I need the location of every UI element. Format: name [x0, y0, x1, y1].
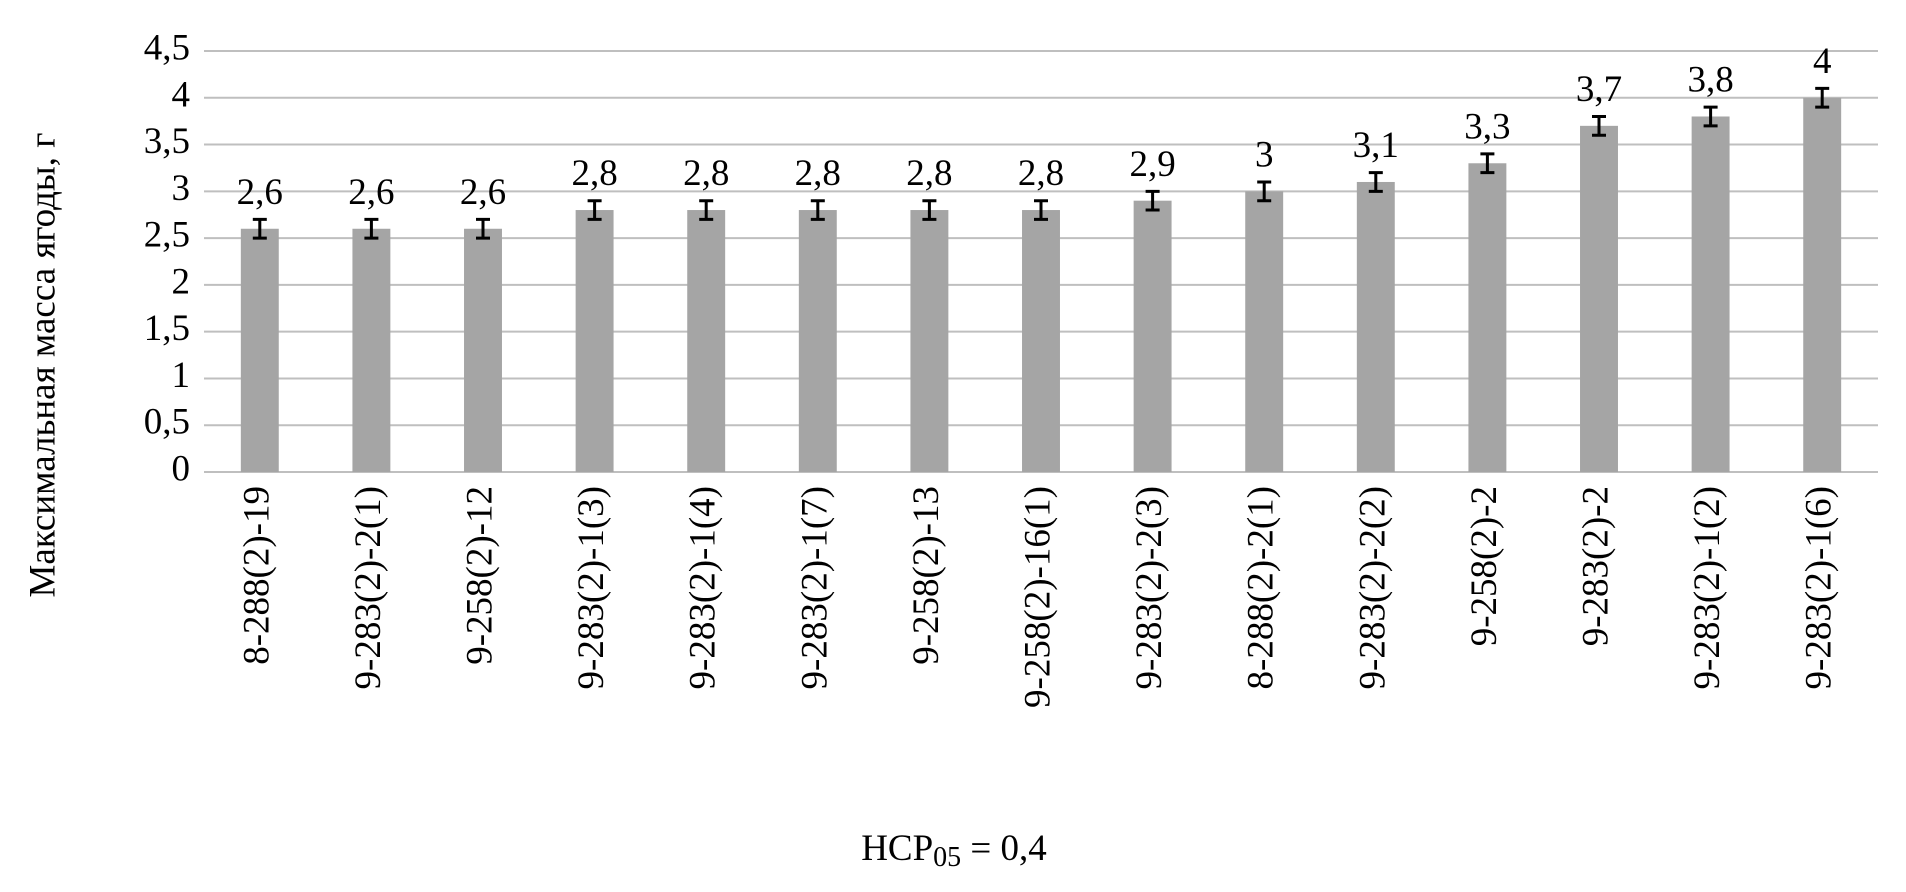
- y-tick-label: 0: [172, 448, 191, 489]
- x-tick-label: 9-283(2)-2: [1575, 486, 1616, 646]
- bar: [1356, 181, 1395, 472]
- bar: [687, 210, 726, 473]
- x-tick-label: 9-283(2)-1(3): [571, 486, 612, 689]
- x-tick-label: 9-258(2)-13: [906, 486, 947, 665]
- bar: [1803, 97, 1842, 473]
- y-axis-label: Максимальная масса ягоды, г: [22, 133, 63, 598]
- error-bar: [1257, 180, 1272, 203]
- bar: [575, 210, 614, 473]
- error-bar: [1592, 114, 1606, 137]
- x-tick-label: 9-283(2)-1(6): [1799, 486, 1840, 689]
- bar: [798, 210, 837, 473]
- x-tick-label: 9-283(2)-2(2): [1352, 486, 1393, 689]
- value-label: 2,8: [795, 153, 841, 194]
- error-bar: [1703, 105, 1718, 128]
- x-tick-label: 8-288(2)-2(1): [1241, 486, 1282, 689]
- error-bar: [1368, 171, 1383, 193]
- note-suffix: = 0,4: [961, 828, 1047, 869]
- bar: [1245, 191, 1284, 473]
- value-label: 2,8: [571, 153, 617, 194]
- value-label: 2,8: [683, 153, 729, 194]
- x-tick-label: 9-283(2)-2(1): [348, 486, 389, 689]
- bar: [910, 210, 949, 473]
- value-label: 2,6: [348, 172, 394, 213]
- y-tick-label: 4,5: [144, 27, 190, 68]
- x-tick-label: 9-258(2)-16(1): [1017, 486, 1058, 708]
- x-tick-label: 9-258(2)-12: [459, 486, 500, 665]
- x-tick-label: 8-288(2)-19: [236, 486, 277, 665]
- bar: [352, 228, 391, 472]
- x-tick-label: 9-283(2)-1(2): [1687, 486, 1728, 689]
- error-bar: [922, 199, 937, 221]
- bar: [464, 228, 502, 472]
- bar: [1691, 116, 1730, 472]
- x-tick-label: 9-258(2)-2: [1464, 486, 1505, 646]
- note-subscript: 05: [933, 842, 961, 873]
- value-label: 2,8: [906, 153, 952, 194]
- error-bar: [699, 199, 714, 221]
- y-tick-label: 3: [172, 168, 191, 209]
- note: НСР05 = 0,4: [861, 828, 1047, 873]
- error-bar: [1034, 199, 1048, 221]
- x-tick-label: 9-283(2)-1(7): [794, 486, 835, 689]
- x-tick-label: 9-283(2)-2(3): [1129, 486, 1170, 689]
- x-tick-label: 9-283(2)-1(4): [683, 486, 724, 689]
- bar: [1022, 210, 1060, 473]
- value-label: 2,6: [237, 172, 283, 213]
- y-tick-label: 1,5: [144, 308, 190, 349]
- error-bar: [476, 217, 490, 240]
- error-bar: [252, 217, 267, 240]
- value-label: 2,8: [1018, 153, 1064, 194]
- value-label: 2,9: [1129, 144, 1175, 185]
- bar: [1468, 163, 1507, 472]
- error-bar: [1145, 189, 1160, 212]
- error-bar: [587, 199, 602, 221]
- y-tick-label: 2,5: [144, 215, 190, 256]
- value-label: 2,6: [460, 172, 506, 213]
- error-bar: [1815, 86, 1830, 109]
- y-tick-label: 3,5: [144, 121, 190, 162]
- bar: [240, 228, 279, 472]
- value-label: 3,7: [1576, 69, 1622, 110]
- value-label: 3,8: [1687, 60, 1733, 101]
- value-label: 3,3: [1464, 106, 1510, 147]
- value-label: 4: [1813, 41, 1832, 82]
- note-prefix: НСР: [861, 828, 933, 869]
- error-bar: [1480, 152, 1495, 175]
- bar: [1133, 200, 1172, 472]
- y-tick-label: 1: [172, 355, 191, 396]
- error-bar: [364, 217, 379, 240]
- value-label: 3,1: [1353, 125, 1399, 166]
- value-label: 3: [1255, 134, 1274, 175]
- y-tick-label: 4: [172, 74, 191, 115]
- y-tick-label: 2: [172, 261, 191, 302]
- bar: [1580, 125, 1618, 472]
- error-bar: [810, 199, 825, 221]
- y-tick-label: 0,5: [144, 402, 190, 443]
